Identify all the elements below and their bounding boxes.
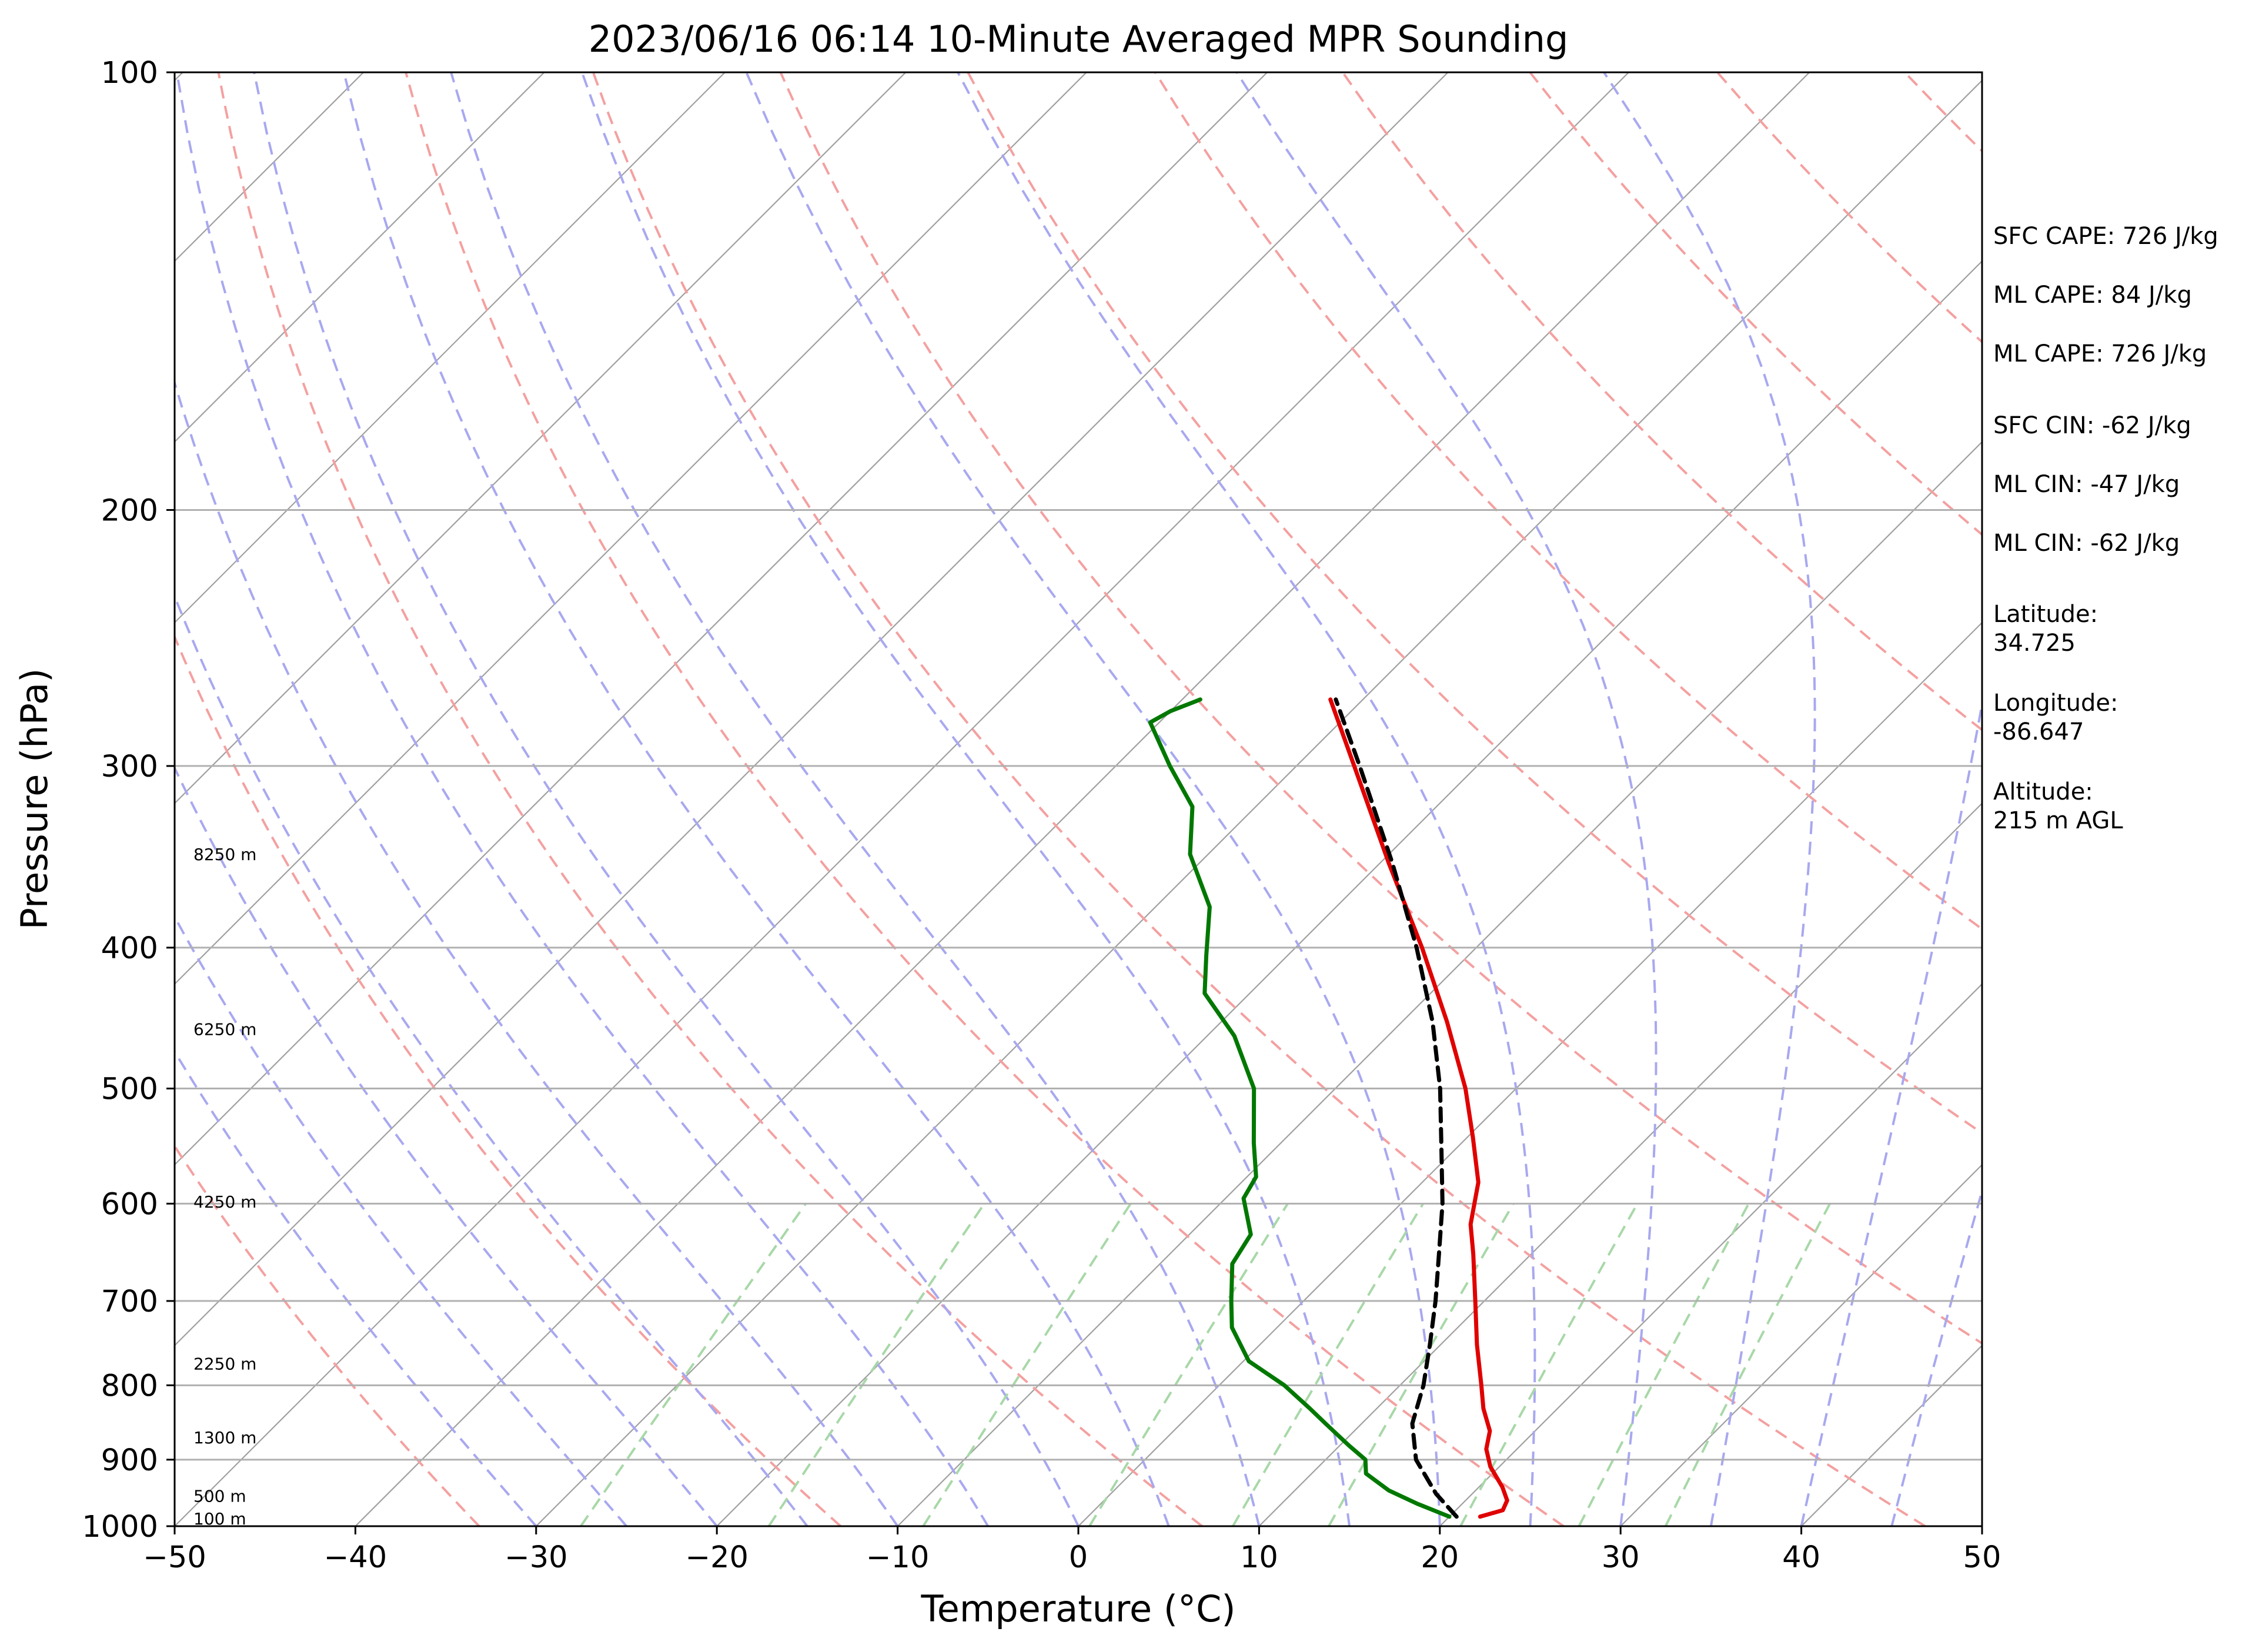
moist-adiabat-line [745,72,1441,1526]
isotherm-line [175,72,726,624]
y-axis-label: Pressure (hPa) [13,668,56,930]
moist-adiabat-line [450,72,1261,1526]
isotherm-line [897,441,1982,1526]
mixing-ratio-line [1578,1203,1750,1526]
height-label: 500 m [193,1486,246,1506]
sfc-cin: SFC CIN: -62 J/kg [1993,412,2191,439]
dry-adiabat-line [1154,72,1982,931]
isotherm-line [175,72,1268,1166]
x-tick-label: 50 [1963,1540,2001,1575]
moist-adiabat-line [342,72,1170,1526]
isotherm-line [716,260,1982,1526]
moist-adiabat-line [1603,72,1816,1526]
x-tick-label: 40 [1782,1540,1820,1575]
latitude-value: 34.725 [1993,630,2076,657]
x-tick-label: −10 [866,1540,930,1575]
mixing-ratio-line [1232,1203,1425,1526]
y-tick-label: 500 [101,1072,158,1107]
moist-adiabat-line [175,72,990,1526]
moist-adiabat-line [957,72,1536,1526]
y-tick-label: 100 [101,56,158,91]
dry-adiabat-line [217,72,1203,1526]
isotherm-line [175,72,545,443]
isotherm-line [175,72,1449,1347]
moist-adiabat-line [175,593,808,1526]
dry-adiabat-line [175,1143,480,1526]
ml-cin-1: ML CIN: -47 J/kg [1993,471,2180,498]
sounding-info-panel: SFC CAPE: 726 J/kg ML CAPE: 84 J/kg ML C… [1993,223,2218,834]
y-tick-label: 200 [101,493,158,528]
chart-title: 2023/06/16 06:14 10-Minute Averaged MPR … [589,18,1569,61]
height-label: 8250 m [193,845,256,864]
moist-adiabat-line [175,1049,537,1526]
mixing-ratio-line [1664,1203,1831,1526]
isotherm-line [1078,621,1982,1526]
x-tick-label: 10 [1240,1540,1278,1575]
sfc-cape: SFC CAPE: 726 J/kg [1993,223,2218,250]
ml-cin-2: ML CIN: -62 J/kg [1993,530,2180,557]
x-tick-label: 20 [1421,1540,1459,1575]
height-label: 6250 m [193,1019,256,1039]
isotherm-line [1439,983,1982,1526]
y-tick-label: 400 [101,931,158,966]
ml-cape-2: ML CAPE: 726 J/kg [1993,340,2207,367]
height-label: 1300 m [193,1428,256,1447]
altitude-label: Altitude: [1993,778,2093,805]
y-tick-label: 900 [101,1443,158,1478]
y-tick-label: 300 [101,750,158,784]
longitude-label: Longitude: [1993,690,2118,717]
isotherm-line [355,72,1810,1526]
x-tick-label: −40 [324,1540,387,1575]
moist-adiabat-line [1800,697,1982,1526]
moist-adiabat-line [1890,1186,1982,1526]
longitude-value: -86.647 [1993,718,2084,745]
isotherm-line [175,72,907,804]
isotherm-line [175,72,1629,1526]
isotherm-line [1258,802,1982,1526]
dewpoint-profile-line [1148,697,1452,1519]
y-tick-label: 600 [101,1187,158,1222]
altitude-value: 215 m AGL [1993,807,2123,834]
latitude-label: Latitude: [1993,601,2098,628]
x-tick-label: −50 [143,1540,206,1575]
mixing-ratio-line [1459,1203,1639,1526]
y-tick-label: 1000 [82,1510,158,1544]
height-labels: 8250 m 6250 m 4250 m 2250 m 1300 m 500 m 100 m [193,845,256,1529]
x-tick-label: 0 [1069,1540,1088,1575]
ml-cape-1: ML CAPE: 84 J/kg [1993,282,2192,309]
height-label: 2250 m [193,1354,256,1373]
dry-adiabat-line [967,72,1982,1135]
pressure-gridlines [175,71,1982,1527]
moist-adiabat-line [175,914,628,1526]
moist-adiabat-line [175,765,718,1526]
isotherm-line [175,72,1087,985]
sounding-profiles [1148,697,1509,1519]
x-tick-label: −30 [504,1540,568,1575]
temperature-profile-line [1328,697,1509,1519]
dry-adiabat-line [592,72,1926,1526]
moist-adiabat-line [253,72,1080,1526]
y-axis-ticks: 1000 900 800 700 600 500 400 300 200 100 [82,56,175,1544]
x-tick-label: −20 [685,1540,748,1575]
isotherm-line [1620,1163,1982,1526]
moist-adiabat-line [175,379,899,1526]
dry-adiabat-line [175,634,842,1526]
height-label: 4250 m [193,1192,256,1212]
x-tick-label: 30 [1602,1540,1640,1575]
x-axis-label: Temperature (°C) [920,1587,1235,1630]
parcel-profile-line [1334,697,1459,1519]
background-lines [175,72,1982,1526]
y-tick-label: 800 [101,1369,158,1403]
moist-adiabat-line [580,72,1351,1526]
height-label: 100 m [193,1509,246,1529]
y-tick-label: 700 [101,1285,158,1319]
x-axis-ticks: −50 −40 −30 −20 −10 0 10 20 30 40 50 [143,1526,2001,1575]
dry-adiabat-line [1341,72,1982,732]
isotherm-line [536,79,1982,1526]
